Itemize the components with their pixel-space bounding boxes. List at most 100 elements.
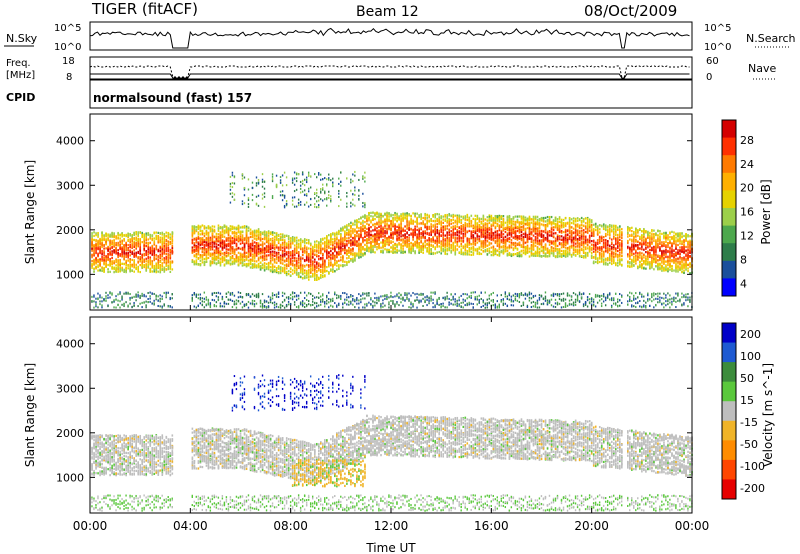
- range-cell: [273, 247, 276, 250]
- range-cell: [338, 189, 340, 192]
- range-cell: [207, 246, 210, 249]
- range-cell: [279, 266, 282, 269]
- range-cell: [374, 239, 376, 242]
- range-cell: [283, 243, 286, 246]
- range-cell: [229, 262, 232, 265]
- range-cell: [342, 260, 344, 263]
- range-cell: [193, 225, 196, 228]
- range-cell: [105, 247, 107, 250]
- range-cell: [320, 265, 322, 268]
- range-cell: [356, 302, 358, 305]
- range-cell: [374, 223, 376, 226]
- range-cell: [165, 239, 168, 243]
- range-cell: [336, 251, 338, 254]
- range-cell: [400, 235, 402, 238]
- range-cell: [101, 269, 103, 273]
- range-cell: [267, 230, 270, 233]
- range-cell: [199, 264, 202, 267]
- range-cell: [297, 254, 300, 258]
- range-cell: [299, 263, 302, 266]
- range-cell: [416, 237, 418, 240]
- range-cell: [109, 251, 111, 254]
- range-cell: [153, 241, 156, 244]
- range-cell: [149, 268, 152, 271]
- range-cell: [263, 251, 266, 255]
- range-cell: [285, 242, 288, 245]
- range-cell: [233, 193, 236, 196]
- range-cell: [366, 218, 368, 221]
- range-cell: [378, 219, 380, 222]
- range-cell: [151, 253, 154, 256]
- range-cell: [197, 253, 200, 256]
- range-cell: [338, 192, 340, 195]
- range-cell: [139, 237, 142, 241]
- range-cell: [221, 235, 224, 238]
- range-cell: [271, 231, 274, 234]
- range-cell: [388, 240, 390, 244]
- range-cell: [420, 299, 422, 302]
- range-cell: [364, 292, 366, 295]
- range-cell: [334, 291, 336, 294]
- range-cell: [320, 300, 322, 303]
- range-cell: [281, 252, 284, 255]
- range-cell: [209, 246, 212, 249]
- range-cell: [378, 221, 380, 224]
- range-cell: [217, 238, 220, 241]
- range-cell: [99, 240, 101, 243]
- range-cell: [370, 298, 372, 301]
- range-cell: [229, 298, 232, 301]
- range-cell: [281, 266, 284, 270]
- range-cell: [273, 258, 276, 261]
- range-cell: [247, 255, 250, 259]
- range-cell: [111, 231, 113, 235]
- range-cell: [281, 270, 284, 273]
- range-cell: [165, 257, 168, 260]
- range-cell: [354, 233, 356, 237]
- range-cell: [203, 291, 206, 294]
- range-cell: [318, 172, 320, 175]
- range-cell: [129, 298, 131, 301]
- range-cell: [93, 251, 95, 254]
- range-cell: [161, 252, 164, 255]
- range-cell: [107, 258, 109, 261]
- range-cell: [299, 302, 302, 305]
- range-cell: [289, 262, 292, 265]
- range-cell: [251, 235, 254, 239]
- range-cell: [400, 293, 402, 296]
- range-cell: [161, 268, 164, 271]
- range-cell: [322, 269, 324, 272]
- range-cell: [307, 303, 310, 306]
- range-cell: [318, 304, 320, 307]
- range-cell: [91, 240, 93, 244]
- range-cell: [197, 305, 200, 308]
- range-cell: [324, 305, 326, 308]
- range-cell: [293, 292, 296, 295]
- range-cell: [267, 306, 270, 309]
- range-cell: [273, 261, 276, 264]
- range-cell: [259, 257, 262, 260]
- range-cell: [326, 183, 328, 186]
- range-cell: [332, 255, 334, 258]
- range-cell: [316, 253, 318, 256]
- range-cell: [336, 304, 338, 307]
- range-cell: [171, 268, 174, 271]
- range-cell: [213, 230, 216, 233]
- range-cell: [137, 294, 139, 297]
- range-cell: [207, 242, 210, 245]
- range-cell: [221, 230, 224, 233]
- range-cell: [143, 247, 146, 250]
- range-cell: [400, 246, 402, 249]
- range-cell: [169, 298, 171, 301]
- range-cell: [153, 257, 156, 260]
- range-cell: [299, 245, 302, 249]
- range-cell: [350, 258, 352, 261]
- range-cell: [334, 255, 336, 259]
- range-cell: [360, 242, 362, 245]
- range-cell: [370, 233, 372, 237]
- range-cell: [127, 248, 129, 251]
- range-cell: [386, 243, 388, 246]
- range-cell: [95, 305, 97, 308]
- range-cell: [340, 240, 342, 243]
- range-cell: [123, 254, 125, 257]
- range-cell: [299, 265, 302, 268]
